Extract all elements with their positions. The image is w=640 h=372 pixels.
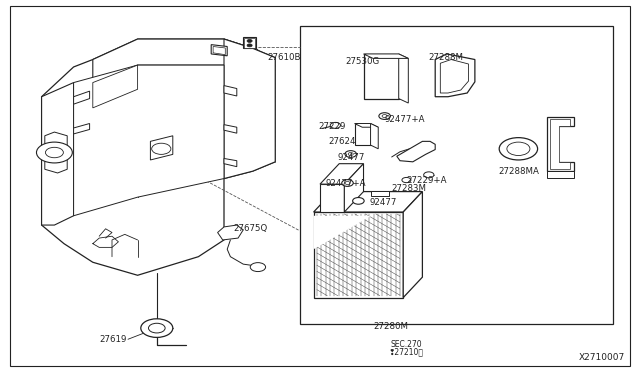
Text: 27624: 27624 (328, 137, 356, 146)
Polygon shape (93, 65, 138, 108)
Polygon shape (74, 91, 90, 104)
Polygon shape (211, 45, 227, 56)
Polygon shape (399, 54, 408, 103)
Text: 92477: 92477 (369, 198, 397, 207)
Circle shape (379, 113, 390, 119)
Polygon shape (314, 192, 422, 212)
Polygon shape (371, 124, 378, 149)
Polygon shape (355, 124, 378, 127)
Polygon shape (93, 39, 253, 83)
Polygon shape (300, 26, 613, 324)
Text: 27619: 27619 (99, 335, 127, 344)
Polygon shape (74, 124, 90, 134)
Text: 27280M: 27280M (373, 322, 408, 331)
Circle shape (141, 319, 173, 337)
Polygon shape (440, 60, 468, 93)
Circle shape (152, 143, 171, 154)
Polygon shape (213, 46, 225, 55)
Polygon shape (74, 65, 224, 216)
Circle shape (507, 142, 530, 155)
Polygon shape (320, 184, 344, 212)
Text: 27288MA: 27288MA (498, 167, 539, 176)
Polygon shape (10, 6, 630, 366)
Text: 92477+A: 92477+A (326, 179, 366, 187)
Polygon shape (45, 132, 67, 173)
Circle shape (342, 180, 353, 186)
Circle shape (499, 138, 538, 160)
Polygon shape (224, 125, 237, 133)
Circle shape (330, 122, 340, 128)
Circle shape (247, 39, 252, 42)
Polygon shape (547, 171, 574, 178)
Polygon shape (42, 83, 74, 225)
Polygon shape (42, 39, 275, 275)
Text: 27530G: 27530G (346, 57, 380, 66)
Circle shape (345, 182, 350, 185)
Polygon shape (314, 212, 403, 298)
Text: 27288M: 27288M (429, 53, 464, 62)
Circle shape (402, 177, 411, 183)
Polygon shape (547, 117, 574, 171)
Polygon shape (371, 191, 389, 196)
Circle shape (424, 172, 434, 178)
Circle shape (345, 151, 356, 157)
Text: 27283M: 27283M (392, 184, 427, 193)
Text: SEC.270: SEC.270 (390, 340, 422, 349)
Text: 92477: 92477 (338, 153, 365, 162)
Polygon shape (344, 164, 364, 212)
Polygon shape (355, 124, 371, 145)
Circle shape (36, 142, 72, 163)
Polygon shape (218, 225, 243, 240)
Circle shape (247, 44, 252, 47)
Text: 27229: 27229 (318, 122, 346, 131)
Circle shape (45, 147, 63, 158)
Polygon shape (397, 141, 435, 162)
Circle shape (353, 198, 364, 204)
Polygon shape (403, 192, 422, 298)
Polygon shape (550, 119, 570, 169)
Polygon shape (224, 39, 275, 179)
Polygon shape (244, 38, 255, 48)
Polygon shape (243, 37, 256, 48)
Text: 27675Q: 27675Q (234, 224, 268, 233)
Polygon shape (435, 54, 475, 97)
Text: 27229+A: 27229+A (406, 176, 447, 185)
Polygon shape (364, 54, 399, 99)
Circle shape (348, 153, 353, 155)
Circle shape (148, 323, 165, 333)
Polygon shape (224, 86, 237, 96)
Text: ❢27210〉: ❢27210〉 (389, 347, 424, 356)
Text: 92477+A: 92477+A (385, 115, 425, 124)
Polygon shape (320, 164, 364, 184)
Polygon shape (364, 54, 408, 58)
Circle shape (250, 263, 266, 272)
Text: 27610B: 27610B (268, 53, 301, 62)
Polygon shape (224, 158, 237, 167)
Circle shape (382, 115, 387, 118)
Text: X2710007: X2710007 (579, 353, 625, 362)
Polygon shape (314, 216, 371, 249)
Polygon shape (150, 136, 173, 160)
